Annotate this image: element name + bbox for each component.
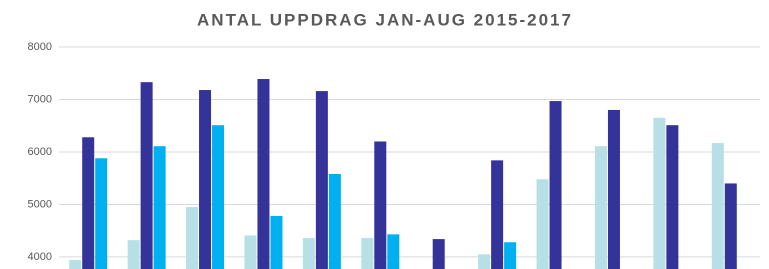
bar (140, 82, 153, 269)
bar (387, 234, 400, 269)
bar (270, 215, 283, 269)
y-tick-label: 5000 (28, 198, 52, 210)
bar (212, 125, 225, 269)
y-tick-label: 8000 (28, 41, 52, 53)
bar (82, 137, 95, 269)
bar (186, 207, 199, 269)
bar (257, 79, 270, 269)
chart-title: ANTAL UPPDRAG JAN-AUG 2015-2017 (197, 10, 573, 29)
bar (244, 235, 257, 269)
bar (653, 117, 666, 269)
bar (549, 101, 562, 269)
bar (374, 141, 387, 269)
bar (504, 242, 517, 269)
bar (302, 238, 315, 269)
y-tick-label: 7000 (28, 93, 52, 105)
bar (724, 183, 737, 269)
bar (491, 160, 504, 269)
bar (199, 90, 212, 269)
bar (432, 239, 445, 269)
bar (95, 158, 108, 269)
bar (478, 254, 491, 269)
bar (153, 146, 166, 269)
bar (594, 146, 607, 269)
bar (328, 174, 341, 269)
bar (361, 238, 374, 269)
bar (315, 91, 328, 269)
bar (127, 240, 140, 269)
y-tick-label: 6000 (28, 146, 52, 158)
bar (69, 260, 82, 269)
bar (666, 125, 679, 269)
bar (607, 109, 620, 269)
bar (536, 179, 549, 269)
bar (711, 143, 724, 269)
y-tick-label: 4000 (28, 251, 52, 263)
